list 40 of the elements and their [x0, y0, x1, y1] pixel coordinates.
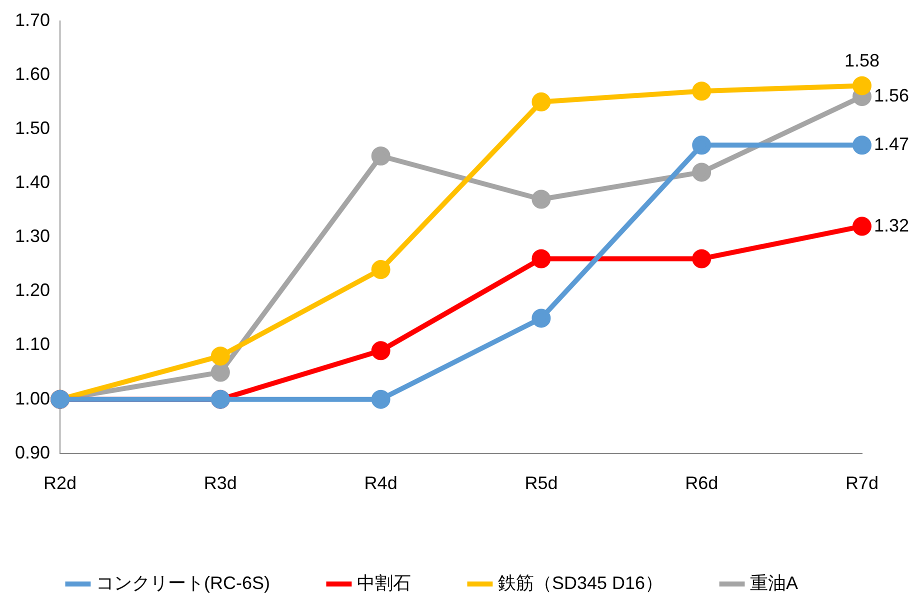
x-tick-label: R5d [524, 473, 558, 494]
y-tick-label: 1.60 [14, 64, 50, 84]
y-tick-label: 1.40 [14, 172, 50, 192]
x-tick-label: R3d [204, 473, 237, 494]
x-tick-label: R4d [364, 473, 398, 494]
point [210, 346, 230, 366]
point [371, 260, 390, 280]
point [852, 216, 872, 236]
y-tick-label: 1.50 [14, 118, 50, 138]
y-tick-label: 1.00 [14, 388, 50, 408]
y-tick-label: 1.20 [14, 280, 50, 300]
point [532, 308, 551, 328]
point [371, 390, 390, 409]
point [692, 162, 712, 182]
y-tick-label: 1.30 [14, 226, 50, 246]
y-tick-label: 1.70 [14, 10, 50, 30]
point [532, 249, 551, 268]
x-tick-label: R7d [845, 473, 879, 494]
legend-label: 重油A [750, 572, 798, 593]
legend-label: コンクリート(RC-6S) [96, 572, 270, 593]
data-label: 1.47 [874, 134, 910, 154]
legend-label: 中割石 [356, 572, 411, 593]
x-tick-label: R2d [44, 473, 77, 494]
point [692, 136, 712, 155]
data-label: 1.56 [874, 85, 910, 106]
point [371, 341, 390, 360]
point [692, 249, 712, 268]
legend-label: 鉄筋（SD345 D16） [498, 572, 664, 593]
y-tick-label: 0.90 [14, 442, 50, 462]
point [532, 92, 551, 112]
point [852, 76, 872, 96]
point [692, 82, 712, 101]
point [371, 146, 390, 166]
y-tick-label: 1.10 [14, 334, 50, 354]
point [852, 136, 872, 155]
data-label: 1.32 [874, 215, 910, 236]
x-tick-label: R6d [685, 473, 718, 494]
point [210, 362, 230, 382]
data-label: 1.58 [844, 50, 880, 71]
point [532, 190, 551, 209]
